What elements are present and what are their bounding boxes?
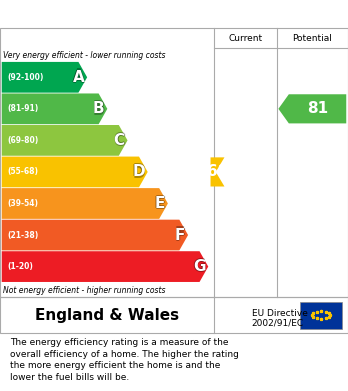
Bar [300, 302, 342, 328]
Text: (1-20): (1-20) [7, 262, 33, 271]
Text: D: D [132, 166, 145, 181]
Polygon shape [211, 157, 224, 187]
Text: (21-38): (21-38) [7, 231, 38, 240]
Text: E: E [155, 195, 165, 210]
Text: England & Wales: England & Wales [35, 308, 179, 323]
Text: 81: 81 [307, 101, 328, 117]
Text: 2002/91/EC: 2002/91/EC [252, 319, 304, 328]
Text: Current: Current [228, 34, 262, 43]
Polygon shape [2, 93, 107, 124]
Text: C: C [113, 133, 125, 148]
Text: A: A [73, 71, 84, 86]
Text: F: F [175, 228, 185, 242]
Text: The energy efficiency rating is a measure of the
overall efficiency of a home. T: The energy efficiency rating is a measur… [10, 338, 239, 382]
Text: G: G [193, 258, 205, 273]
Text: D: D [133, 165, 145, 179]
Text: (92-100): (92-100) [7, 73, 44, 82]
Text: A: A [73, 68, 84, 83]
Text: E: E [155, 196, 165, 211]
Text: F: F [174, 228, 184, 242]
Polygon shape [2, 125, 127, 156]
Text: Not energy efficient - higher running costs: Not energy efficient - higher running co… [3, 286, 166, 295]
Polygon shape [2, 220, 188, 250]
Text: G: G [193, 259, 206, 274]
Text: F: F [175, 226, 185, 241]
Text: B: B [94, 101, 105, 117]
Text: C: C [113, 133, 124, 148]
Text: B: B [92, 101, 104, 117]
Text: (69-80): (69-80) [7, 136, 38, 145]
Text: A: A [73, 70, 85, 85]
Text: D: D [132, 165, 145, 179]
Text: E: E [156, 196, 166, 211]
Text: C: C [113, 131, 125, 147]
Text: (39-54): (39-54) [7, 199, 38, 208]
Text: Energy Efficiency Rating: Energy Efficiency Rating [10, 7, 220, 22]
Text: D: D [132, 165, 144, 179]
Text: B: B [93, 100, 104, 115]
Text: Very energy efficient - lower running costs: Very energy efficient - lower running co… [3, 51, 166, 60]
Text: B: B [93, 103, 104, 118]
Polygon shape [2, 62, 87, 93]
Text: D: D [132, 163, 145, 178]
Text: Potential: Potential [292, 34, 332, 43]
Text: 68: 68 [207, 165, 228, 179]
Text: G: G [193, 259, 205, 274]
Text: EU Directive: EU Directive [252, 309, 307, 318]
Text: A: A [73, 70, 84, 85]
Polygon shape [2, 156, 148, 187]
Text: C: C [113, 134, 125, 149]
Text: G: G [192, 259, 205, 274]
Text: (55-68): (55-68) [7, 167, 38, 176]
Text: E: E [154, 196, 164, 211]
Text: A: A [72, 70, 84, 85]
Text: B: B [93, 101, 104, 117]
Polygon shape [2, 251, 208, 282]
Text: C: C [114, 133, 125, 148]
Text: G: G [193, 260, 205, 275]
Text: F: F [176, 228, 186, 242]
Polygon shape [2, 188, 168, 219]
Text: E: E [155, 197, 165, 212]
Polygon shape [278, 94, 346, 124]
Text: (81-91): (81-91) [7, 104, 38, 113]
Text: F: F [175, 229, 185, 244]
